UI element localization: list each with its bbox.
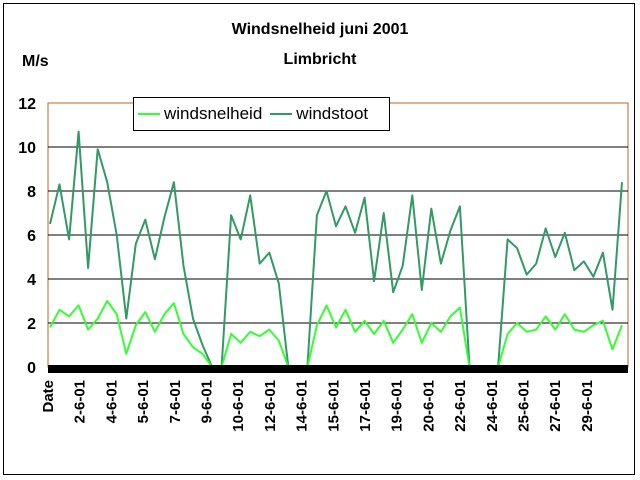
x-tick-label: 9-6-01 (199, 380, 216, 423)
chart-subtitle: Limbricht (283, 51, 357, 68)
series-line-windsnelheid (49, 300, 623, 368)
y-tick-label: 0 (27, 360, 36, 377)
legend-swatch-windstoot (270, 113, 293, 115)
legend-label-windsnelheid: windsnelheid (164, 104, 263, 123)
y-tick-label: 2 (27, 316, 36, 333)
x-tick-label: 27-6-01 (547, 380, 564, 432)
legend-item-windstoot: windstoot (270, 104, 368, 124)
chart-title: Windsnelheid juni 2001 (231, 21, 409, 38)
y-tick-label: 6 (27, 228, 36, 245)
x-tick-label: 17-6-01 (357, 380, 374, 432)
y-tick-label: 12 (18, 96, 36, 113)
x-tick-label: 19-6-01 (389, 380, 406, 432)
x-tick-label: 5-6-01 (135, 380, 152, 423)
x-tick-label: 22-6-01 (452, 380, 469, 432)
x-tick-label: 15-6-01 (325, 380, 342, 432)
y-tick-label: 10 (18, 140, 36, 157)
x-tick-labels: Date 2-6-01 4-6-01 5-6-01 7-6-01 9-6-01 10-6-0… (40, 380, 596, 432)
legend-swatch-windsnelheid (138, 113, 160, 115)
series-group (49, 130, 623, 368)
x-tick-label: 12-6-01 (262, 380, 279, 432)
legend-label-windstoot: windstoot (296, 104, 369, 123)
x-axis-date-label: Date (40, 380, 57, 413)
x-tick-label: 4-6-01 (103, 380, 120, 423)
x-tick-label: 2-6-01 (72, 380, 89, 423)
series-line-windstoot (49, 130, 623, 368)
x-tick-label: 20-6-01 (420, 380, 437, 432)
x-axis-bar (48, 365, 628, 373)
legend: windsnelheid windstoot (133, 97, 390, 131)
x-tick-label: 29-6-01 (579, 380, 596, 432)
x-tick-label: 7-6-01 (167, 380, 184, 423)
y-axis-unit-label: M/s (22, 53, 49, 70)
chart-frame (3, 3, 635, 475)
legend-item-windsnelheid: windsnelheid (138, 104, 262, 124)
x-tick-label: 14-6-01 (294, 380, 311, 432)
y-tick-labels: 0 2 4 6 8 10 12 (18, 96, 36, 377)
x-tick-label: 25-6-01 (516, 380, 533, 432)
x-tick-label: 24-6-01 (484, 380, 501, 432)
x-tick-label: 10-6-01 (230, 380, 247, 432)
y-tick-label: 8 (27, 184, 36, 201)
y-tick-label: 4 (27, 272, 36, 289)
